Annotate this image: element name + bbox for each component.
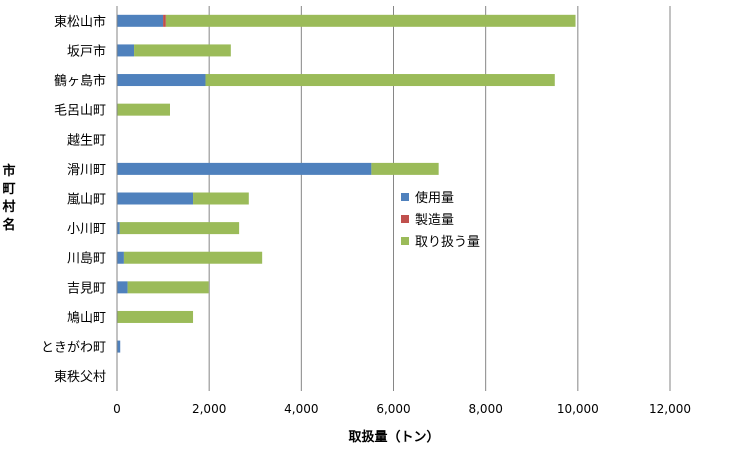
legend-label: 製造量 [415,213,454,228]
bar-segment [119,222,240,235]
category-label: 川島町 [67,252,106,267]
bar-segment [165,14,576,27]
gridlines [208,6,671,391]
x-tick-labels: 0 2,000 4,000 6,000 8,000 10,000 12,000 [113,402,691,416]
bar-segment [117,310,194,323]
y-axis-title-char: 市 [2,163,15,179]
category-label: ときがわ町 [41,341,106,356]
category-label: 東松山市 [54,14,106,30]
category-label: 嵐山町 [67,193,106,208]
legend-swatch [401,215,409,223]
bar-segment [371,162,439,175]
y-axis-title-char: 町 [2,182,15,197]
bar-segment [117,251,124,264]
category-label: 東秩父村 [54,369,106,385]
y-axis-title-char: 名 [2,217,15,233]
bars [117,14,576,353]
x-tick-label: 4,000 [284,402,318,416]
bar-segment [193,192,249,205]
category-label: 鶴ヶ島市 [54,73,106,89]
x-tick-label: 6,000 [376,402,410,416]
category-label: 吉見町 [67,281,106,296]
bar-segment [117,340,121,353]
x-tick-label: 2,000 [192,402,226,416]
category-label: 小川町 [67,222,106,237]
bar-segment [205,74,555,87]
x-tick-label: 10,000 [557,402,599,416]
y-axis-title-char: 村 [2,199,15,215]
bar-segment [163,14,166,27]
category-label: 滑川町 [67,163,106,178]
legend-label: 取り扱う量 [415,235,480,250]
x-tick-label: 8,000 [468,402,502,416]
bar-segment [117,222,120,235]
bar-segment [134,44,231,57]
x-tick-label: 12,000 [649,402,691,416]
bar-segment [117,14,164,27]
bar-segment [117,103,170,116]
bar-segment [117,192,194,205]
legend-label: 使用量 [415,190,454,206]
category-label: 坂戸市 [67,43,106,59]
category-label: 越生町 [67,133,106,148]
legend-swatch [401,237,409,245]
bar-segment [123,251,263,264]
bar-segment [117,74,206,87]
legend-swatch [401,193,409,201]
category-label: 鳩山町 [67,311,106,326]
x-axis-title: 取扱量（トン） [348,429,439,445]
category-labels: 東松山市坂戸市鶴ヶ島市毛呂山町越生町滑川町嵐山町小川町川島町吉見町鳩山町ときがわ… [41,14,106,385]
bar-segment [127,281,209,294]
category-label: 毛呂山町 [54,104,106,119]
x-tick-label: 0 [113,402,121,416]
bar-segment [117,162,372,175]
bar-segment [117,44,135,57]
bar-segment [117,281,128,294]
